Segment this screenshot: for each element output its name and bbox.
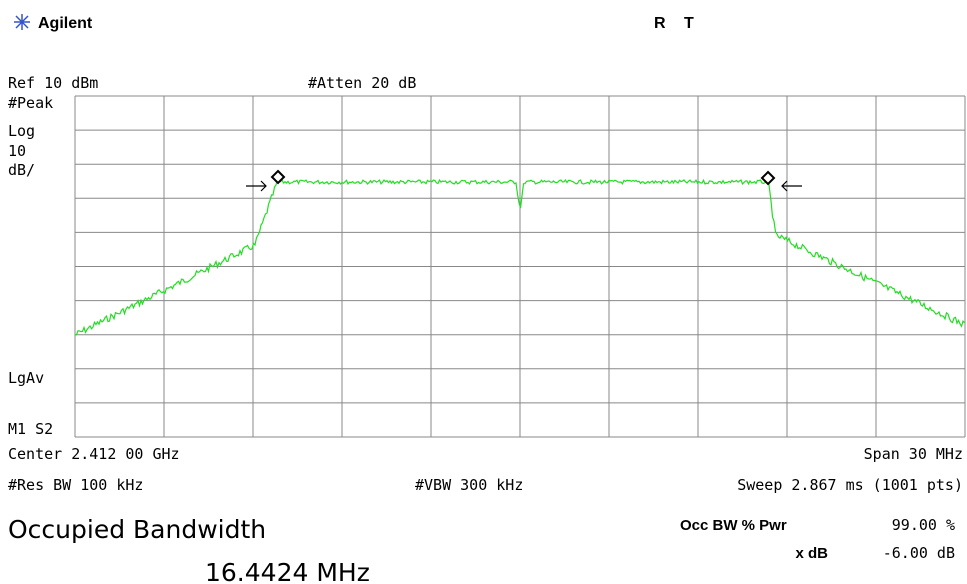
left-label: M1 S2 — [8, 420, 53, 438]
left-label: dB/ — [8, 161, 35, 179]
vbw-label: #VBW 300 kHz — [415, 476, 523, 494]
param-label: Occ BW % Pwr — [680, 517, 787, 534]
status: R — [654, 15, 666, 32]
result-value: 16.4424 MHz — [205, 558, 370, 584]
center-label: Center 2.412 00 GHz — [8, 445, 180, 463]
param-value: 99.00 % — [892, 516, 955, 534]
trace — [74, 174, 965, 336]
left-label: #Peak — [8, 94, 53, 112]
left-label: 10 — [8, 142, 26, 160]
left-label: LgAv — [8, 369, 44, 387]
atten-label: #Atten 20 dB — [308, 74, 416, 92]
span-label: Span 30 MHz — [864, 445, 963, 463]
arrows — [246, 180, 802, 192]
result-title: Occupied Bandwidth — [8, 515, 266, 544]
brand: Agilent — [38, 15, 93, 32]
param-label: x dB — [795, 545, 828, 562]
left-label: Log — [8, 122, 35, 140]
sweep-label: Sweep 2.867 ms (1001 pts) — [737, 476, 963, 494]
status: T — [684, 15, 694, 32]
logo — [14, 14, 30, 30]
param-value: -6.00 dB — [883, 544, 955, 562]
markers — [270, 169, 776, 186]
res-bw-label: #Res BW 100 kHz — [8, 476, 143, 494]
ref-label: Ref 10 dBm — [8, 74, 98, 92]
graticule — [74, 95, 966, 438]
